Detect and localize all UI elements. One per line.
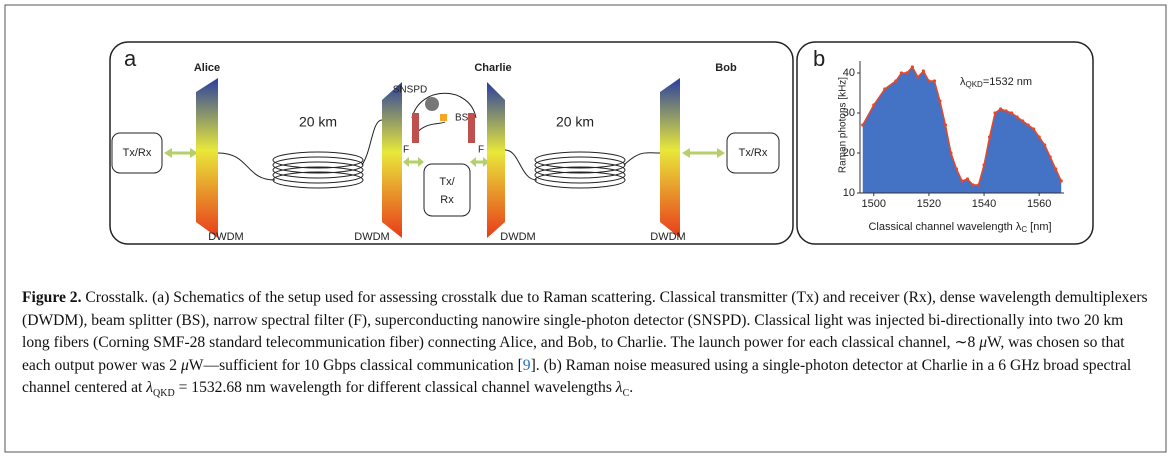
node-label: Bob	[715, 62, 737, 74]
page: a Alice Charlie Bob Tx/Rx Tx/Rx Tx/ Rx D…	[0, 0, 1171, 457]
bs-label: BS	[455, 113, 469, 124]
point	[933, 79, 936, 82]
filter-label: F	[403, 145, 409, 156]
point	[960, 179, 963, 182]
dwdm-label: DWDM	[650, 231, 685, 243]
y-tick-label: 40	[843, 67, 855, 79]
point	[999, 107, 1002, 110]
annotation-text: =1532 nm	[983, 76, 1032, 88]
point	[872, 103, 875, 106]
caption-sub: QKD	[153, 388, 175, 399]
point	[971, 183, 974, 186]
box-label: Rx	[440, 194, 454, 206]
x-tick-label: 1520	[917, 198, 941, 210]
caption-math: λ	[146, 379, 153, 396]
point	[1016, 115, 1019, 118]
diagram: a Alice Charlie Bob Tx/Rx Tx/Rx Tx/ Rx D…	[112, 46, 779, 243]
point	[966, 177, 969, 180]
fiber-label: 20 km	[299, 114, 337, 130]
arrows	[170, 153, 720, 162]
point	[1021, 119, 1024, 122]
box-label: Tx/Rx	[739, 147, 768, 159]
caption-label: Figure 2.	[22, 289, 81, 306]
point	[861, 123, 864, 126]
box	[424, 164, 470, 216]
point	[922, 69, 925, 72]
caption-math: μ	[181, 357, 189, 374]
caption-math: λ	[616, 379, 623, 396]
caption-text: .	[629, 379, 633, 396]
caption-text: = 1532.68 nm wavelength for different cl…	[175, 379, 616, 396]
point	[1010, 111, 1013, 114]
point	[916, 75, 919, 78]
dwdm-label: DWDM	[208, 231, 243, 243]
beam-splitter	[440, 114, 447, 121]
filter	[412, 113, 419, 143]
caption-text: W—sufficient for 10 Gbps classical commu…	[189, 357, 523, 374]
point	[883, 87, 886, 90]
x-tick-label: 1540	[972, 198, 996, 210]
point	[911, 65, 914, 68]
filter-label: F	[478, 145, 484, 156]
x-axis-label: Classical channel wavelength λC [nm]	[868, 221, 1051, 234]
snspd-label: SNSPD	[393, 85, 427, 96]
y-tick-label: 20	[843, 147, 855, 159]
x-tick-label: 1560	[1027, 198, 1051, 210]
detector	[425, 97, 439, 111]
point	[1060, 179, 1063, 182]
caption-math: μ	[979, 334, 987, 351]
dwdm-label: DWDM	[500, 231, 535, 243]
point	[1005, 109, 1008, 112]
dwdm-label: DWDM	[354, 231, 389, 243]
point	[938, 99, 941, 102]
point	[1049, 155, 1052, 158]
point	[993, 111, 996, 114]
panel-letter: a	[124, 46, 137, 71]
x-label-unit: [nm]	[1027, 221, 1051, 233]
point	[905, 71, 908, 74]
point	[982, 163, 985, 166]
filter	[468, 113, 475, 143]
point	[988, 135, 991, 138]
point	[1032, 127, 1035, 130]
point	[894, 79, 897, 82]
citation[interactable]: 9	[523, 357, 531, 374]
point	[1027, 123, 1030, 126]
fiber-label: 20 km	[556, 114, 594, 130]
x-label-text: Classical channel wavelength λ	[868, 221, 1021, 233]
point	[900, 71, 903, 74]
point	[927, 79, 930, 82]
point	[1054, 167, 1057, 170]
annotation: λQKD=1532 nm	[960, 76, 1032, 89]
point	[977, 183, 980, 186]
annotation-sub: QKD	[966, 80, 984, 89]
y-tick-label: 10	[843, 187, 855, 199]
panel-letter: b	[813, 46, 825, 71]
node-label: Charlie	[474, 62, 511, 74]
point	[955, 167, 958, 170]
node-label: Alice	[194, 62, 220, 74]
point	[1038, 135, 1041, 138]
x-tick-label: 1500	[862, 198, 886, 210]
y-tick-label: 30	[843, 107, 855, 119]
box-label: Tx/Rx	[123, 147, 152, 159]
caption: Figure 2. Crosstalk. (a) Schematics of t…	[22, 287, 1150, 406]
point	[949, 151, 952, 154]
point	[944, 123, 947, 126]
point	[1043, 143, 1046, 146]
box-label: Tx/	[439, 176, 455, 188]
